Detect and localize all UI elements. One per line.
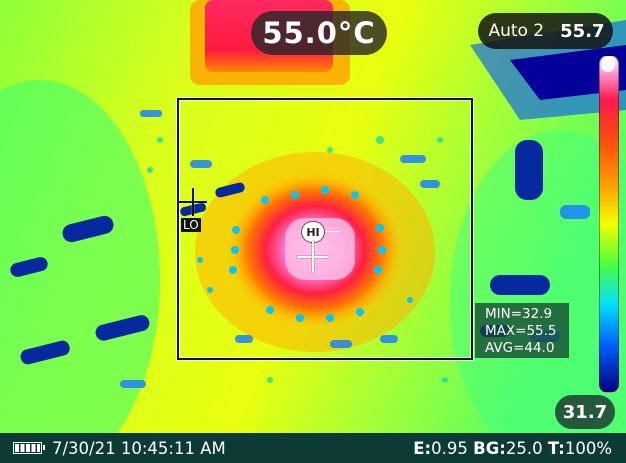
- scale-handle[interactable]: [601, 58, 615, 72]
- datetime: 7/30/21 10:45:11 AM: [52, 438, 226, 458]
- status-bar: 7/30/21 10:45:11 AM E:0.95 BG:25.0 T:100…: [0, 433, 626, 463]
- transmission-value: 100%: [564, 438, 612, 458]
- stat-avg: AVG=44.0: [485, 340, 555, 356]
- hi-marker-label: HI: [302, 222, 324, 242]
- scale-max-value: 55.7: [560, 20, 605, 42]
- center-temperature-readout: 55.0°C: [251, 11, 387, 55]
- lo-marker-label: LO: [181, 218, 201, 232]
- palette-mode-label[interactable]: Auto 2: [488, 21, 545, 41]
- measurement-parameters[interactable]: E:0.95 BG:25.0 T:100%: [413, 439, 612, 458]
- transmission-label: T:: [547, 438, 565, 458]
- crosshair-icon: [297, 241, 329, 273]
- crosshair-icon: [179, 188, 207, 216]
- region-stats-panel: MIN=32.9 MAX=55.5 AVG=44.0: [475, 303, 569, 358]
- stat-max: MAX=55.5: [485, 323, 557, 339]
- palette-range-chip[interactable]: Auto 2 55.7: [478, 13, 613, 49]
- background-temp-label: BG:: [473, 438, 506, 458]
- measurement-region-box[interactable]: [177, 98, 473, 360]
- battery-icon: [13, 442, 45, 454]
- emissivity-label: E:: [413, 438, 432, 458]
- background-temp-value: 25.0: [505, 438, 543, 458]
- temperature-color-scale: [599, 55, 619, 393]
- stat-min: MIN=32.9: [485, 306, 553, 322]
- emissivity-value: 0.95: [431, 438, 468, 458]
- scale-min-value: 31.7: [555, 395, 615, 429]
